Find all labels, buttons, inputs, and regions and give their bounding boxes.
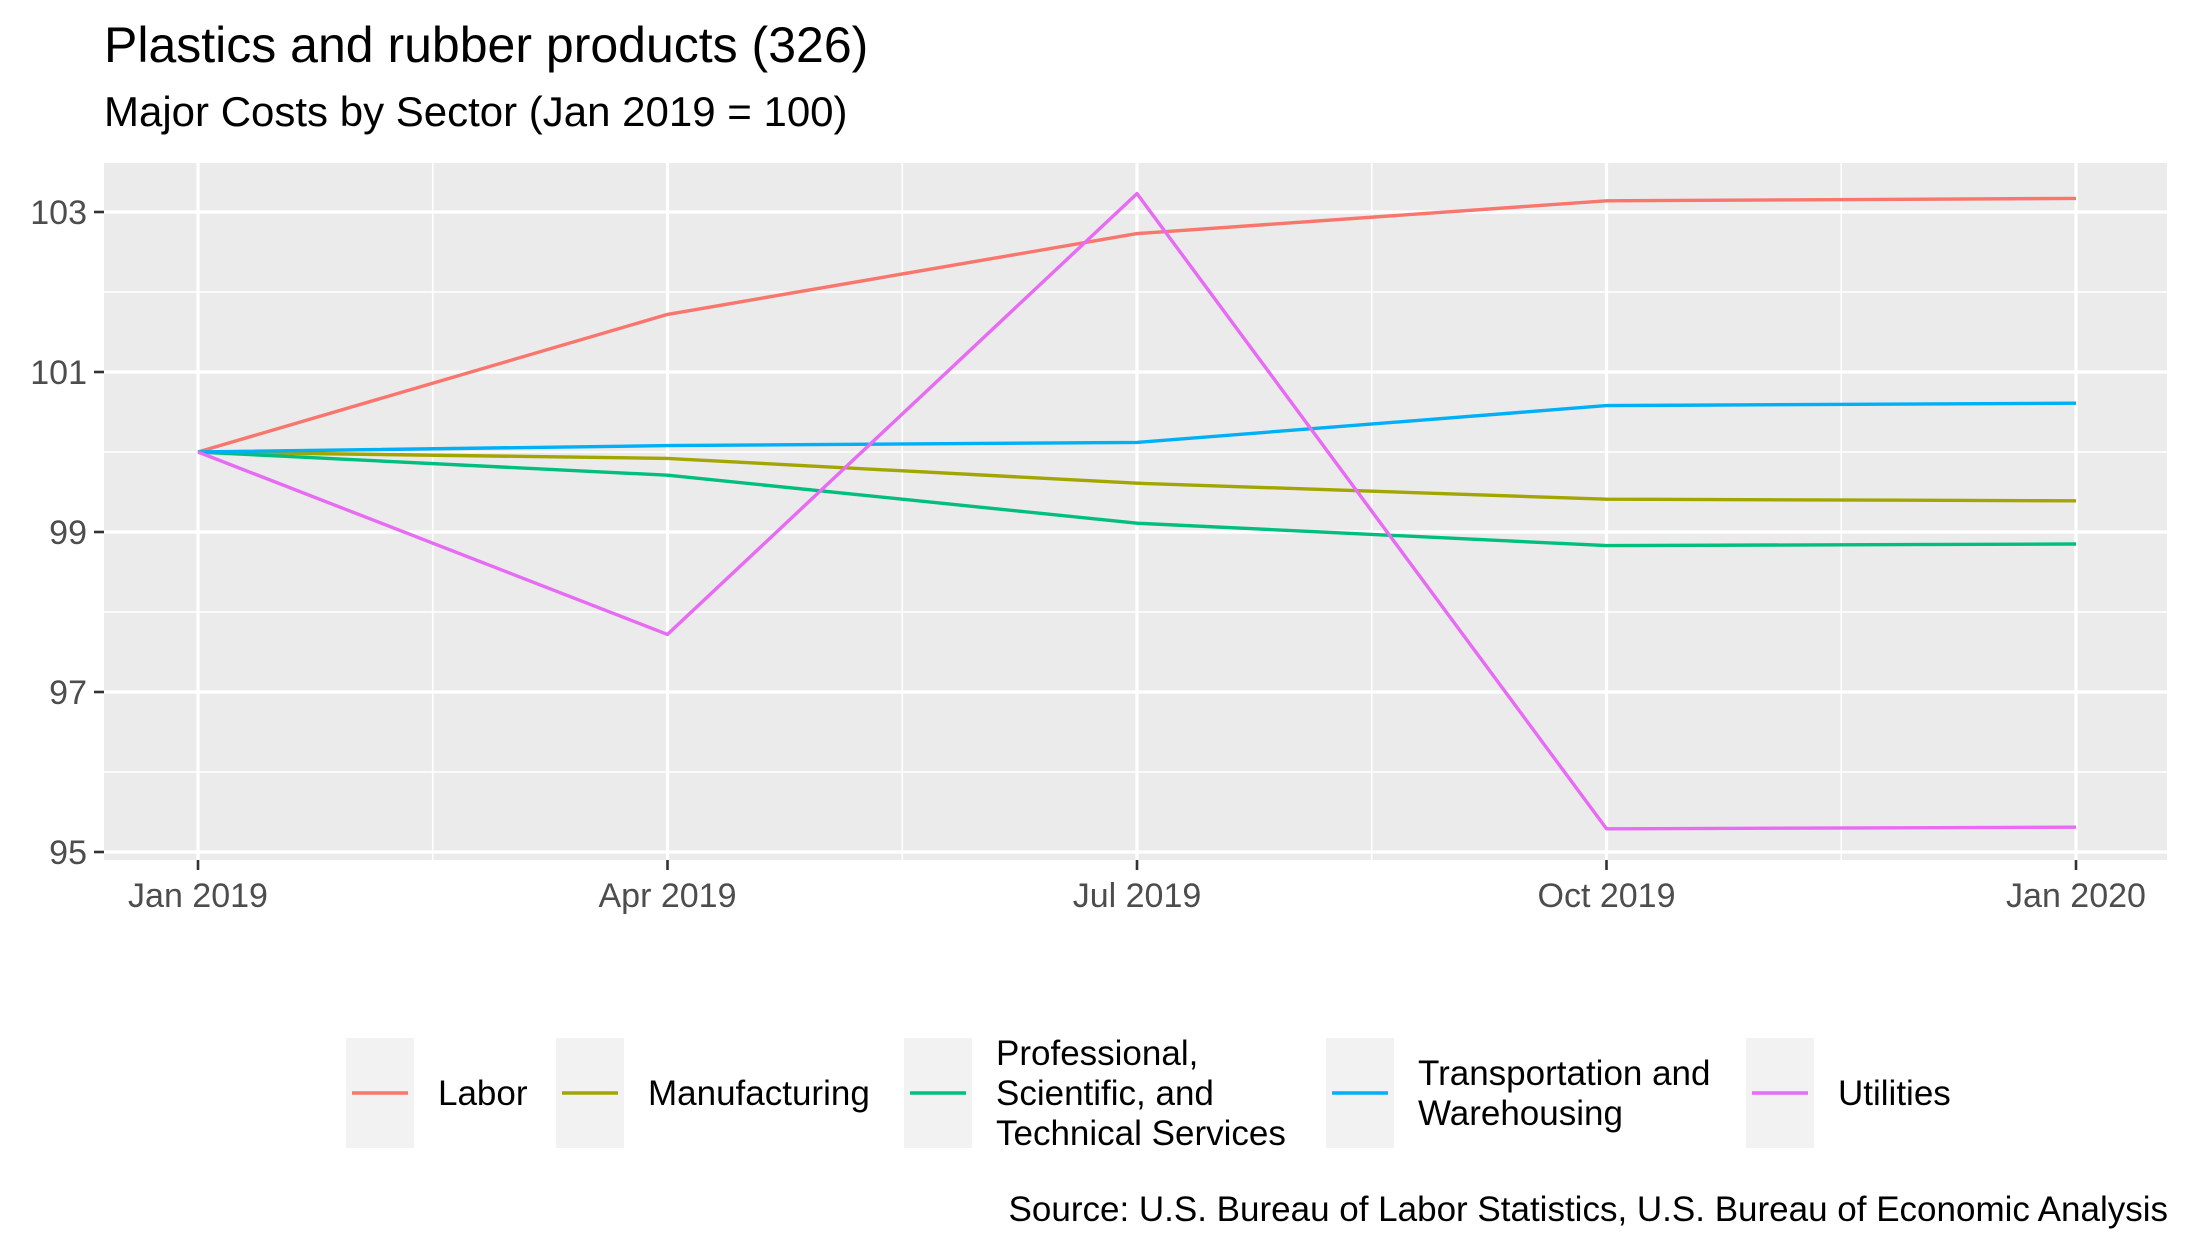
legend: Labor Manufacturing Professional,Scientifi… — [346, 1034, 1951, 1153]
series-line-manufacturing — [197, 450, 2077, 503]
y-axis-tick-label: 99 — [49, 514, 87, 552]
series-line-utilities — [197, 191, 2077, 831]
axis-ticks — [94, 210, 2078, 870]
y-axis-tick-labels: 95 97 99 101 103 — [30, 194, 87, 872]
x-axis-tick-label: Jan 2020 — [2006, 877, 2146, 915]
x-axis-tick-label: Jul 2019 — [1073, 877, 1202, 915]
legend-label: Warehousing — [1418, 1094, 1623, 1133]
y-axis-tick-label: 97 — [49, 674, 87, 712]
legend-label: Scientific, and — [996, 1074, 1214, 1113]
series-line-labor — [197, 196, 2077, 454]
legend-label: Technical Services — [996, 1114, 1286, 1153]
chart-title: Plastics and rubber products (326) — [104, 17, 869, 73]
x-axis-tick-label: Jan 2019 — [128, 877, 268, 915]
y-axis-tick-label: 95 — [49, 834, 87, 872]
x-axis-tick-labels: Jan 2019 Apr 2019 Jul 2019 Oct 2019 Jan 2020 — [128, 877, 2146, 915]
x-axis-tick-label: Apr 2019 — [599, 877, 737, 915]
major-gridlines — [104, 163, 2167, 860]
legend-label: Professional, — [996, 1034, 1198, 1073]
chart-subtitle: Major Costs by Sector (Jan 2019 = 100) — [104, 88, 848, 135]
x-axis-tick-label: Oct 2019 — [1538, 877, 1676, 915]
series-lines — [197, 191, 2077, 831]
legend-item: Labor — [346, 1038, 528, 1148]
legend-item: Manufacturing — [556, 1038, 870, 1148]
legend-label: Utilities — [1838, 1074, 1951, 1113]
source-caption: Source: U.S. Bureau of Labor Statistics,… — [1008, 1190, 2168, 1229]
legend-label: Labor — [438, 1074, 528, 1113]
legend-item: Utilities — [1746, 1038, 1951, 1148]
series-line-professional-scientific-and-technical-services — [197, 450, 2077, 548]
legend-label: Manufacturing — [648, 1074, 870, 1113]
y-axis-tick-label: 103 — [30, 194, 87, 232]
legend-label: Transportation and — [1418, 1054, 1711, 1093]
y-axis-tick-label: 101 — [30, 354, 87, 392]
series-line-transportation-and-warehousing — [197, 401, 2077, 454]
